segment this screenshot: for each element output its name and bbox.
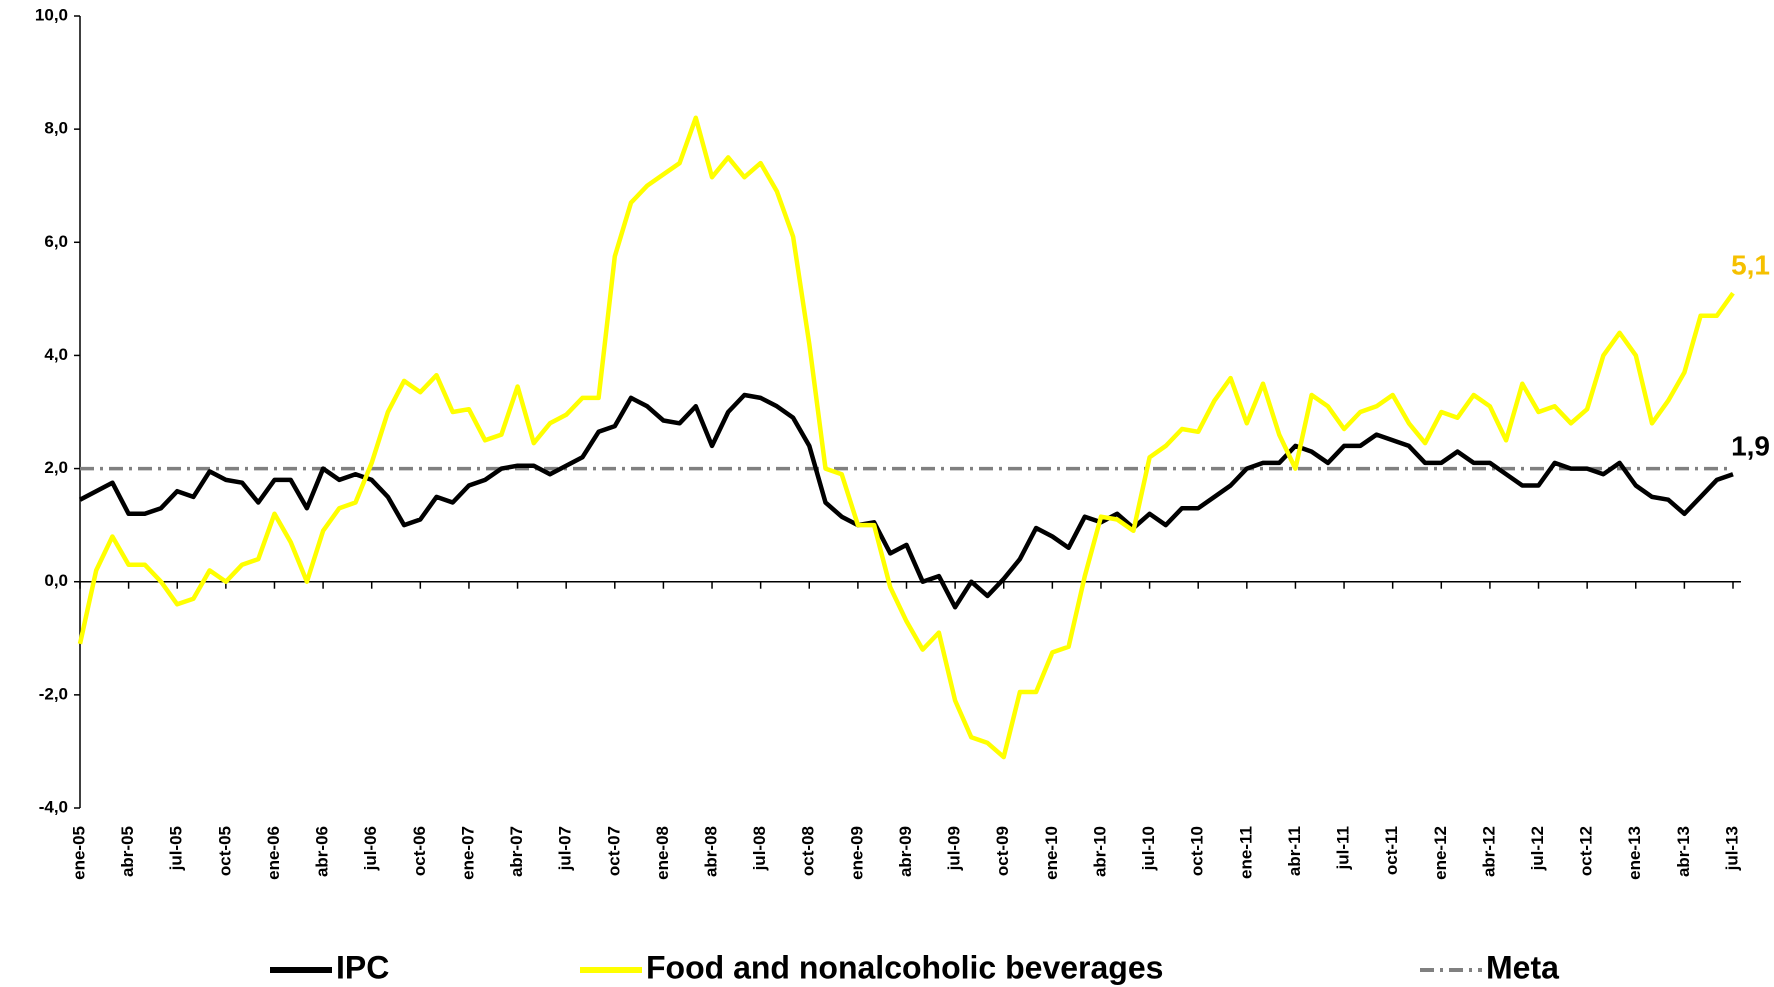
x-tick-label: jul-10	[1139, 826, 1158, 871]
x-tick-label: ene-08	[653, 826, 672, 880]
x-tick-label: ene-13	[1625, 826, 1644, 880]
y-tick-label: 2,0	[44, 458, 68, 477]
legend-label: IPC	[336, 949, 389, 985]
x-tick-label: ene-09	[847, 826, 866, 880]
x-tick-label: oct-09	[993, 826, 1012, 876]
x-tick-label: abr-07	[507, 826, 526, 877]
x-tick-label: ene-07	[458, 826, 477, 880]
x-tick-label: ene-10	[1042, 826, 1061, 880]
x-tick-label: jul-12	[1528, 826, 1547, 871]
legend-label: Food and nonalcoholic beverages	[646, 949, 1163, 985]
x-tick-label: oct-06	[410, 826, 429, 876]
x-tick-label: abr-09	[896, 826, 915, 877]
x-tick-label: jul-06	[361, 826, 380, 871]
data-label: 5,1	[1731, 250, 1770, 281]
series-line	[78, 392, 1734, 610]
y-tick-label: 8,0	[44, 119, 68, 138]
y-tick-label: -4,0	[39, 797, 68, 816]
x-tick-label: ene-05	[69, 826, 88, 880]
x-tick-label: abr-10	[1090, 826, 1109, 877]
y-tick-label: 6,0	[44, 232, 68, 251]
x-tick-label: jul-07	[556, 826, 575, 871]
y-tick-label: 10,0	[35, 5, 68, 24]
x-tick-label: oct-08	[799, 826, 818, 876]
x-tick-label: oct-05	[215, 826, 234, 876]
x-tick-label: abr-12	[1479, 826, 1498, 877]
x-tick-label: abr-13	[1674, 826, 1693, 877]
x-tick-label: oct-11	[1382, 826, 1401, 875]
data-label: 1,9	[1731, 431, 1770, 462]
x-tick-label: jul-09	[945, 826, 964, 871]
x-tick-label: abr-06	[313, 826, 332, 877]
x-tick-label: abr-11	[1285, 826, 1304, 876]
x-tick-label: ene-11	[1236, 826, 1255, 879]
x-tick-label: jul-08	[750, 826, 769, 871]
y-tick-label: 0,0	[44, 571, 68, 590]
y-tick-label: 4,0	[44, 345, 68, 364]
x-tick-label: oct-12	[1577, 826, 1596, 876]
x-tick-label: oct-10	[1188, 826, 1207, 876]
x-tick-label: ene-06	[264, 826, 283, 880]
x-tick-label: ene-12	[1431, 826, 1450, 880]
x-tick-label: jul-05	[167, 826, 186, 871]
x-tick-label: abr-08	[702, 826, 721, 877]
legend-label: Meta	[1486, 949, 1559, 985]
x-tick-label: oct-07	[604, 826, 623, 876]
series-line	[77, 115, 1735, 760]
x-tick-label: abr-05	[118, 826, 137, 877]
x-tick-label: jul-11	[1334, 826, 1353, 870]
y-tick-label: -2,0	[39, 684, 68, 703]
x-tick-label: jul-13	[1722, 826, 1741, 871]
